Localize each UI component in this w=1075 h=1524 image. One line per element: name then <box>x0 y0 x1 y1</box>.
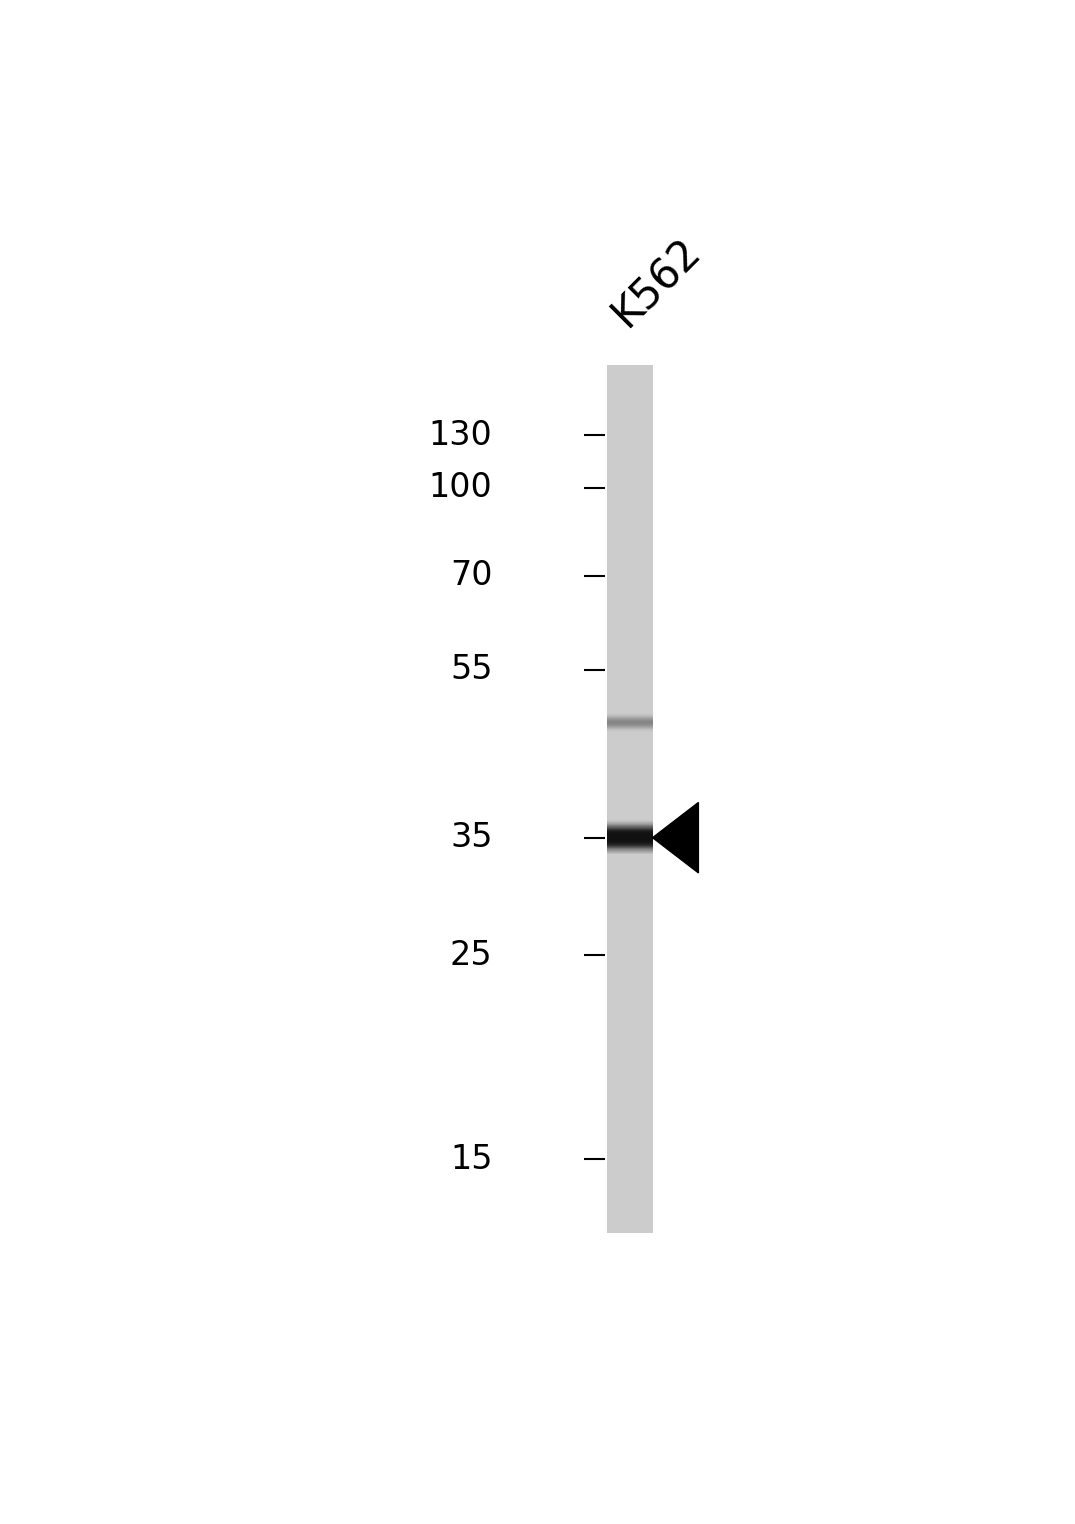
Bar <box>607 829 653 831</box>
Bar <box>607 844 653 846</box>
Bar <box>607 828 653 829</box>
Bar <box>607 828 653 829</box>
Bar <box>607 849 653 850</box>
Bar <box>607 826 653 828</box>
Bar <box>607 820 653 821</box>
Bar <box>607 846 653 847</box>
Bar <box>607 841 653 843</box>
Bar <box>607 826 653 828</box>
Bar <box>607 821 653 823</box>
Bar <box>607 831 653 832</box>
Bar <box>607 835 653 837</box>
Text: 55: 55 <box>450 654 492 686</box>
Bar <box>607 840 653 841</box>
Text: 70: 70 <box>450 559 492 593</box>
Text: K562: K562 <box>604 230 710 335</box>
Bar <box>607 364 653 1233</box>
Bar <box>607 823 653 824</box>
Bar <box>607 849 653 850</box>
Bar <box>607 835 653 837</box>
Bar <box>607 834 653 835</box>
Bar <box>607 828 653 829</box>
Bar <box>607 823 653 826</box>
Bar <box>607 824 653 826</box>
Bar <box>607 844 653 846</box>
Text: 35: 35 <box>450 821 492 853</box>
Bar <box>607 847 653 849</box>
Bar <box>607 846 653 847</box>
Bar <box>607 824 653 826</box>
Bar <box>607 829 653 831</box>
Bar <box>607 841 653 843</box>
Bar <box>607 821 653 823</box>
Bar <box>607 835 653 837</box>
Bar <box>607 850 653 852</box>
Bar <box>607 829 653 832</box>
Bar <box>607 843 653 844</box>
Bar <box>607 838 653 840</box>
Bar <box>607 834 653 835</box>
Bar <box>607 840 653 841</box>
Bar <box>607 832 653 834</box>
Bar <box>607 847 653 849</box>
Bar <box>607 843 653 844</box>
Bar <box>607 832 653 834</box>
Bar <box>607 853 653 855</box>
Bar <box>607 841 653 843</box>
Bar <box>607 846 653 847</box>
Bar <box>607 852 653 853</box>
Bar <box>607 840 653 841</box>
Bar <box>607 847 653 849</box>
Bar <box>607 852 653 853</box>
Bar <box>607 834 653 835</box>
Bar <box>607 837 653 840</box>
Bar <box>607 838 653 840</box>
Polygon shape <box>653 803 699 873</box>
Bar <box>607 831 653 832</box>
Bar <box>607 832 653 834</box>
Text: 15: 15 <box>450 1143 492 1175</box>
Text: 100: 100 <box>429 471 492 504</box>
Bar <box>607 837 653 838</box>
Text: 130: 130 <box>429 419 492 451</box>
Bar <box>607 837 653 838</box>
Bar <box>607 823 653 824</box>
Bar <box>607 849 653 850</box>
Bar <box>607 850 653 853</box>
Bar <box>607 843 653 846</box>
Bar <box>607 826 653 828</box>
Text: 25: 25 <box>450 939 492 971</box>
Bar <box>607 850 653 852</box>
Bar <box>607 821 653 823</box>
